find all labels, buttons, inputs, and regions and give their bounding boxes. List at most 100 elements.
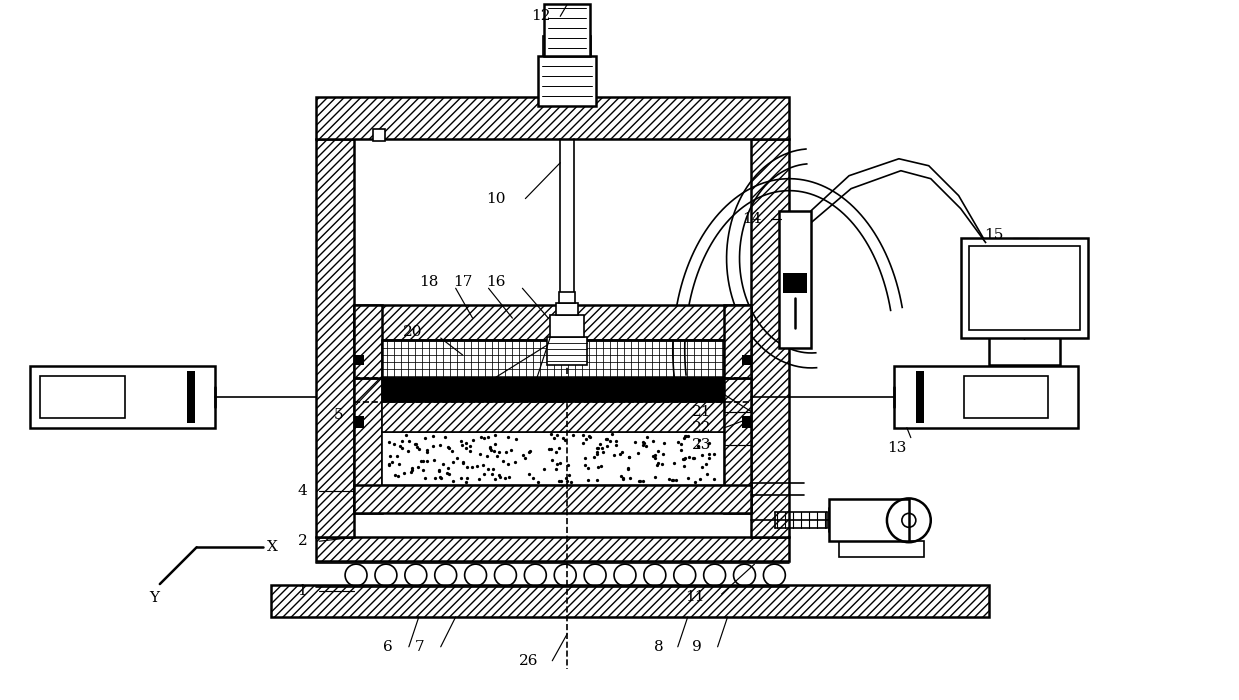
Point bbox=[461, 445, 481, 456]
Point bbox=[439, 442, 458, 454]
Point bbox=[467, 461, 487, 472]
Bar bbox=[544, 4, 590, 56]
Point bbox=[379, 458, 399, 470]
Bar bbox=[354, 416, 364, 428]
Point bbox=[540, 443, 560, 454]
Text: 5: 5 bbox=[333, 407, 343, 421]
Point bbox=[388, 470, 408, 481]
Point bbox=[673, 454, 693, 465]
Bar bbox=[741, 416, 752, 428]
Point bbox=[424, 454, 444, 466]
Point bbox=[674, 433, 694, 444]
Point bbox=[457, 473, 477, 484]
Point bbox=[519, 447, 539, 458]
Point bbox=[674, 430, 694, 442]
Point bbox=[499, 471, 519, 482]
Point bbox=[618, 452, 638, 463]
Point bbox=[668, 437, 688, 448]
Point bbox=[685, 476, 705, 487]
Point bbox=[506, 456, 525, 467]
Point bbox=[698, 468, 717, 480]
Point bbox=[699, 449, 719, 460]
Point bbox=[704, 448, 724, 459]
Bar bbox=[779, 211, 812, 348]
Point bbox=[612, 470, 632, 482]
Point bbox=[484, 429, 504, 440]
Point bbox=[401, 466, 421, 477]
Point bbox=[592, 442, 612, 454]
Point bbox=[502, 444, 522, 456]
Point bbox=[418, 447, 437, 458]
Point bbox=[379, 437, 399, 448]
Bar bbox=[316, 538, 789, 561]
Bar bbox=[741, 355, 752, 365]
Point bbox=[704, 473, 724, 484]
Point bbox=[442, 475, 462, 486]
Point bbox=[597, 441, 617, 452]
Bar bbox=[354, 486, 752, 513]
Point bbox=[603, 449, 623, 461]
Point bbox=[633, 475, 653, 486]
Point bbox=[498, 431, 518, 442]
Point bbox=[545, 463, 565, 475]
Point bbox=[425, 473, 445, 484]
Point bbox=[575, 452, 595, 463]
Bar bbox=[550, 315, 584, 337]
Point bbox=[664, 458, 684, 469]
Point bbox=[415, 433, 435, 444]
Bar bbox=[354, 305, 752, 340]
Point bbox=[515, 452, 535, 463]
Point bbox=[699, 438, 719, 449]
Bar bbox=[544, 36, 591, 56]
Text: Y: Y bbox=[149, 591, 159, 605]
Bar bbox=[316, 97, 789, 139]
Text: 26: 26 bbox=[519, 654, 538, 668]
Bar bbox=[556, 303, 579, 315]
Text: 18: 18 bbox=[419, 275, 439, 289]
Point bbox=[564, 430, 584, 441]
Point bbox=[383, 456, 403, 468]
Point bbox=[613, 473, 633, 484]
Text: 22: 22 bbox=[693, 421, 711, 435]
Point bbox=[399, 435, 419, 447]
Bar bbox=[382, 340, 724, 378]
Point bbox=[429, 464, 449, 475]
Point bbox=[556, 472, 576, 483]
Point bbox=[606, 435, 626, 446]
Point bbox=[629, 475, 649, 486]
Text: 17: 17 bbox=[453, 275, 472, 289]
Point bbox=[550, 457, 570, 468]
Point bbox=[576, 433, 596, 444]
Point bbox=[384, 438, 404, 449]
Point bbox=[551, 476, 571, 487]
Text: 13: 13 bbox=[887, 440, 907, 454]
Point bbox=[633, 436, 653, 447]
Point bbox=[636, 440, 655, 452]
Point bbox=[451, 472, 471, 483]
Point bbox=[561, 476, 581, 487]
Point bbox=[550, 442, 570, 454]
Text: 14: 14 bbox=[742, 211, 762, 225]
Point bbox=[470, 449, 489, 460]
Point bbox=[628, 447, 648, 458]
Point bbox=[484, 438, 504, 449]
Point bbox=[484, 473, 504, 484]
Point bbox=[574, 430, 593, 441]
Point bbox=[491, 472, 510, 483]
Point bbox=[693, 449, 712, 461]
Point bbox=[431, 473, 451, 484]
Text: 8: 8 bbox=[654, 640, 664, 654]
Point bbox=[580, 431, 600, 442]
Point bbox=[452, 439, 472, 450]
Point bbox=[473, 432, 493, 443]
Point bbox=[637, 432, 657, 443]
Text: 10: 10 bbox=[486, 192, 506, 206]
Bar bbox=[559, 292, 575, 303]
Point bbox=[398, 446, 418, 457]
Point bbox=[437, 442, 457, 453]
Text: X: X bbox=[266, 540, 278, 554]
Point bbox=[667, 475, 686, 486]
Point bbox=[690, 473, 710, 484]
Point bbox=[429, 465, 449, 476]
Point bbox=[579, 463, 598, 474]
